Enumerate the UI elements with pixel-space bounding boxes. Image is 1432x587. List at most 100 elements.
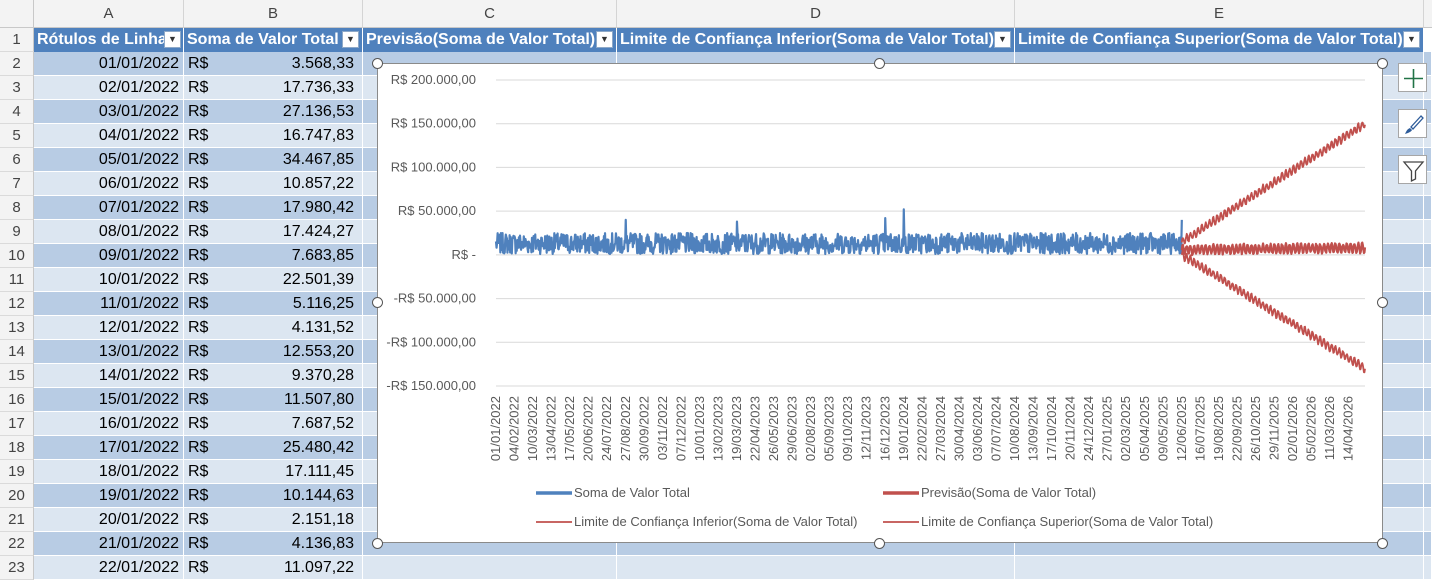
cell-value[interactable]: R$ 22.501,39 (184, 268, 363, 292)
row-header[interactable]: 11 (0, 268, 34, 292)
cell-date[interactable]: 05/01/2022 (34, 148, 184, 172)
cell-date[interactable]: 07/01/2022 (34, 196, 184, 220)
row-header[interactable]: 4 (0, 100, 34, 124)
row-header[interactable]: 17 (0, 412, 34, 436)
cell-date[interactable]: 15/01/2022 (34, 388, 184, 412)
pivot-header-rotulos[interactable]: Rótulos de Linha ▼ (34, 28, 184, 52)
chart-elements-button[interactable] (1398, 63, 1427, 92)
filter-dropdown-icon[interactable]: ▼ (994, 31, 1011, 48)
cell-f[interactable] (1424, 316, 1432, 340)
row-header[interactable]: 9 (0, 220, 34, 244)
cell-date[interactable]: 18/01/2022 (34, 460, 184, 484)
cell-f[interactable] (1424, 412, 1432, 436)
resize-handle-right[interactable] (1377, 297, 1388, 308)
row-header[interactable]: 2 (0, 52, 34, 76)
cell-f[interactable] (1424, 388, 1432, 412)
header-limite-superior[interactable]: Limite de Confiança Superior(Soma de Val… (1015, 28, 1424, 52)
row-header[interactable]: 18 (0, 436, 34, 460)
filter-dropdown-icon[interactable]: ▼ (1403, 31, 1420, 48)
cell-date[interactable]: 11/01/2022 (34, 292, 184, 316)
cell-value[interactable]: R$ 7.687,52 (184, 412, 363, 436)
cell-date[interactable]: 04/01/2022 (34, 124, 184, 148)
resize-handle-bottom-right[interactable] (1377, 538, 1388, 549)
resize-handle-left[interactable] (372, 297, 383, 308)
cell-f[interactable] (1424, 460, 1432, 484)
cell-f[interactable] (1424, 340, 1432, 364)
cell-value[interactable]: R$ 16.747,83 (184, 124, 363, 148)
cell-date[interactable]: 14/01/2022 (34, 364, 184, 388)
row-header[interactable]: 23 (0, 556, 34, 580)
cell-date[interactable]: 13/01/2022 (34, 340, 184, 364)
cell-date[interactable]: 22/01/2022 (34, 556, 184, 580)
cell-date[interactable]: 03/01/2022 (34, 100, 184, 124)
cell-f[interactable] (1424, 220, 1432, 244)
cell-value[interactable]: R$ 11.507,80 (184, 388, 363, 412)
cell-e[interactable] (1015, 556, 1424, 580)
row-header[interactable]: 7 (0, 172, 34, 196)
cell-f[interactable] (1424, 364, 1432, 388)
cell-date[interactable]: 12/01/2022 (34, 316, 184, 340)
select-all-corner[interactable] (0, 0, 34, 28)
cell-date[interactable]: 09/01/2022 (34, 244, 184, 268)
column-header-a[interactable]: A (34, 0, 184, 28)
resize-handle-top[interactable] (874, 58, 885, 69)
cell-value[interactable]: R$ 17.736,33 (184, 76, 363, 100)
chart-filters-button[interactable] (1398, 155, 1427, 184)
cell-c[interactable] (363, 556, 617, 580)
cell-f[interactable] (1424, 556, 1432, 580)
cell-f[interactable] (1424, 196, 1432, 220)
forecast-chart[interactable]: R$ 200.000,00 R$ 150.000,00 R$ 100.000,00 R… (377, 63, 1383, 543)
cell-value[interactable]: R$ 17.424,27 (184, 220, 363, 244)
cell-value[interactable]: R$ 25.480,42 (184, 436, 363, 460)
column-header-d[interactable]: D (617, 0, 1015, 28)
filter-dropdown-icon[interactable]: ▼ (164, 31, 181, 48)
header-limite-inferior[interactable]: Limite de Confiança Inferior(Soma de Val… (617, 28, 1015, 52)
cell-value[interactable]: R$ 7.683,85 (184, 244, 363, 268)
cell-value[interactable]: R$ 4.131,52 (184, 316, 363, 340)
cell-date[interactable]: 06/01/2022 (34, 172, 184, 196)
row-header[interactable]: 16 (0, 388, 34, 412)
cell-date[interactable]: 16/01/2022 (34, 412, 184, 436)
cell-value[interactable]: R$ 12.553,20 (184, 340, 363, 364)
cell-value[interactable]: R$ 2.151,18 (184, 508, 363, 532)
cell-f[interactable] (1424, 268, 1432, 292)
cell-f[interactable] (1424, 244, 1432, 268)
cell-value[interactable]: R$ 17.980,42 (184, 196, 363, 220)
cell-f[interactable] (1424, 508, 1432, 532)
row-header[interactable]: 13 (0, 316, 34, 340)
row-header[interactable]: 19 (0, 460, 34, 484)
row-header[interactable]: 5 (0, 124, 34, 148)
resize-handle-bottom[interactable] (874, 538, 885, 549)
row-header[interactable]: 15 (0, 364, 34, 388)
chart-styles-button[interactable] (1398, 109, 1427, 138)
cell-f[interactable] (1424, 532, 1432, 556)
cell-d[interactable] (617, 556, 1015, 580)
cell-f[interactable] (1424, 292, 1432, 316)
cell-f[interactable] (1424, 484, 1432, 508)
row-header[interactable]: 3 (0, 76, 34, 100)
row-header[interactable]: 20 (0, 484, 34, 508)
resize-handle-top-left[interactable] (372, 58, 383, 69)
cell-value[interactable]: R$ 5.116,25 (184, 292, 363, 316)
column-header-e[interactable]: E (1015, 0, 1424, 28)
row-header[interactable]: 10 (0, 244, 34, 268)
cell-value[interactable]: R$ 10.144,63 (184, 484, 363, 508)
resize-handle-top-right[interactable] (1377, 58, 1388, 69)
cell-date[interactable]: 08/01/2022 (34, 220, 184, 244)
cell-value[interactable]: R$ 11.097,22 (184, 556, 363, 580)
cell-f[interactable] (1424, 436, 1432, 460)
header-previsao[interactable]: Previsão(Soma de Valor Total) ▼ (363, 28, 617, 52)
cell-value[interactable]: R$ 17.111,45 (184, 460, 363, 484)
row-header[interactable]: 21 (0, 508, 34, 532)
row-header[interactable]: 14 (0, 340, 34, 364)
cell-value[interactable]: R$ 10.857,22 (184, 172, 363, 196)
row-header[interactable]: 12 (0, 292, 34, 316)
cell-date[interactable]: 21/01/2022 (34, 532, 184, 556)
cell-date[interactable]: 02/01/2022 (34, 76, 184, 100)
filter-dropdown-icon[interactable]: ▼ (342, 31, 359, 48)
cell-value[interactable]: R$ 34.467,85 (184, 148, 363, 172)
cell-date[interactable]: 19/01/2022 (34, 484, 184, 508)
row-header[interactable]: 22 (0, 532, 34, 556)
cell-date[interactable]: 20/01/2022 (34, 508, 184, 532)
cell-value[interactable]: R$ 27.136,53 (184, 100, 363, 124)
